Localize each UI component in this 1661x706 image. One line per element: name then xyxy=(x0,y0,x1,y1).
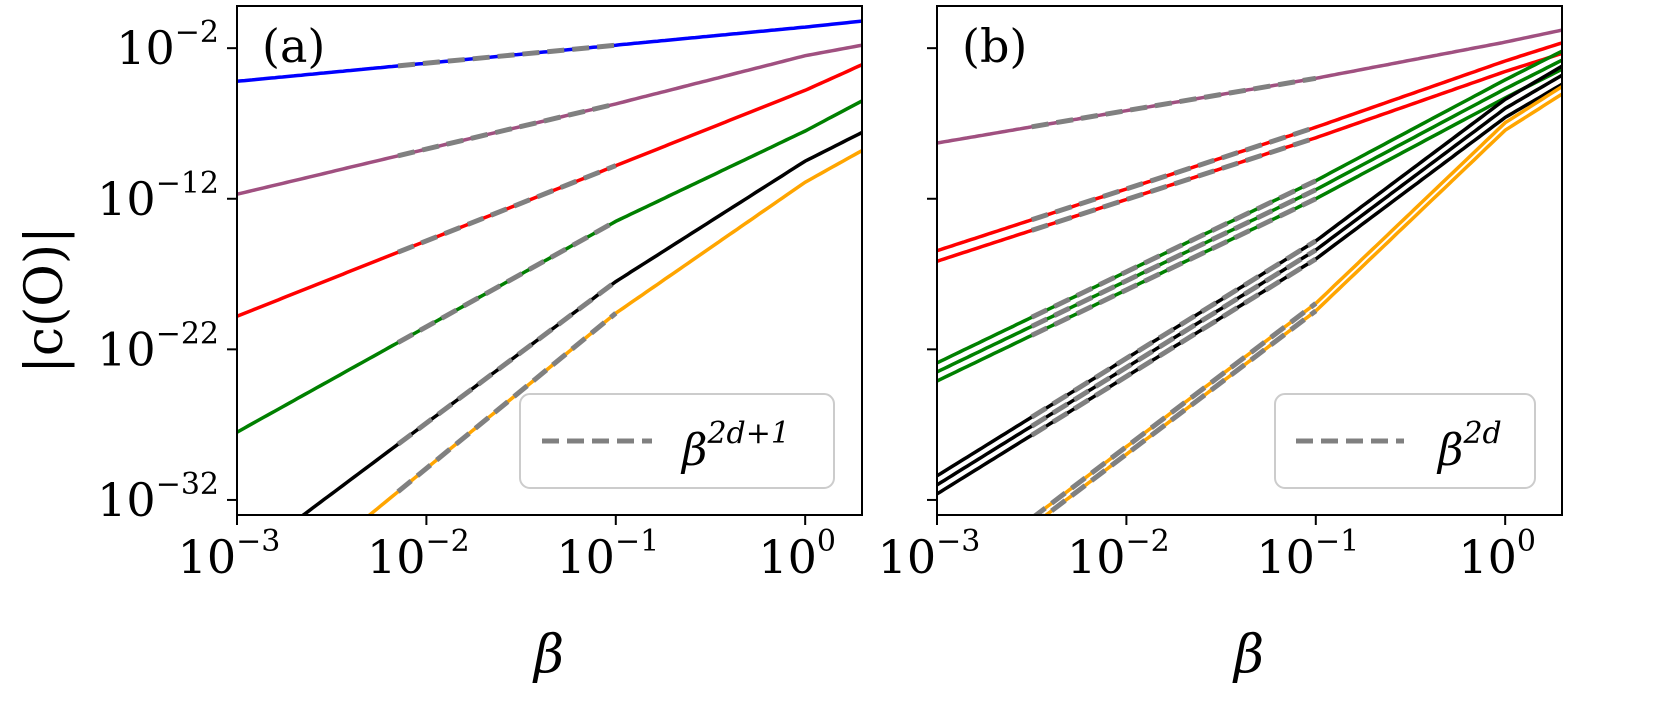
panel-a-series-1-fit xyxy=(397,42,617,69)
panel-b-legend: β2d xyxy=(1274,393,1536,489)
panel-a-series-5-line xyxy=(300,130,862,515)
panel-a-x-tick-label-2: 10−2 xyxy=(367,524,470,584)
panel-b: 10−3 10−2 10−1 100 (b) β2d β xyxy=(878,5,1563,685)
panel-b-series-3-fit-2 xyxy=(1030,187,1317,329)
panel-a-legend-box xyxy=(519,393,835,489)
panel-a-series-4-line xyxy=(237,99,862,434)
panel-b-ticks: 10−3 10−2 10−1 100 xyxy=(878,47,1536,584)
panel-b-series-3-line-1 xyxy=(937,67,1562,383)
panel-a-series-3-fit xyxy=(397,163,617,255)
panel-a-y-tick-label-3: 10−22 xyxy=(97,316,219,376)
panel-b-x-tick-label-1: 10−3 xyxy=(878,524,981,584)
panel-a-label: (a) xyxy=(262,19,325,73)
panel-a-series-4-fit xyxy=(396,219,618,345)
panel-a-x-tick-label-4: 100 xyxy=(758,524,836,584)
panel-a-legend-text: β2d+1 xyxy=(680,416,790,476)
panel-a-legend: β2d+1 xyxy=(519,393,835,489)
panel-a-series-6-fit xyxy=(396,311,618,494)
panel-a-series-5-fit xyxy=(396,279,618,447)
panel-b-x-tick-label-3: 10−1 xyxy=(1256,524,1359,584)
y-axis-label: |c(O)| xyxy=(15,226,75,373)
panel-a-y-tick-label-1: 10−2 xyxy=(116,15,219,75)
panel-a-x-axis-label: β xyxy=(532,625,564,685)
panel-a-series-6-line xyxy=(366,149,862,515)
panel-b-series-3-line-3 xyxy=(937,49,1562,365)
panel-a-series-group xyxy=(237,19,862,515)
panel-a-x-tick-label-1: 10−3 xyxy=(178,524,281,584)
panel-b-series-5-line-1 xyxy=(1043,92,1562,515)
panel-b-series-5-fit-1 xyxy=(1041,308,1318,515)
panel-b-x-tick-label-2: 10−2 xyxy=(1067,524,1170,584)
panel-b-series-1-fit xyxy=(1031,75,1317,130)
panel-b-legend-text: β2d xyxy=(1436,416,1502,476)
panel-b-series-3-fit-3 xyxy=(1030,178,1317,320)
panel-a-y-tick-label-2: 10−12 xyxy=(97,166,219,226)
panel-a: 10−3 10−2 10−1 100 10−2 10−12 10−22 10−32 (a) β… xyxy=(97,5,863,685)
panel-b-x-axis-label: β xyxy=(1232,625,1264,685)
panel-a-y-tick-label-4: 10−32 xyxy=(97,467,219,527)
panel-b-frame xyxy=(936,5,1563,516)
panel-b-series-group xyxy=(937,28,1562,515)
panel-b-series-4-fit-3 xyxy=(1030,238,1318,420)
panel-b-series-5-fit-2 xyxy=(1032,301,1318,515)
panel-b-legend-box xyxy=(1274,393,1536,489)
panel-b-series-4-fit-1 xyxy=(1030,256,1318,438)
panel-a-x-tick-label-3: 10−1 xyxy=(556,524,659,584)
panel-b-series-3-fit-1 xyxy=(1030,196,1317,338)
panel-a-frame xyxy=(236,5,863,516)
panel-a-ticks: 10−3 10−2 10−1 100 10−2 10−12 10−22 10−32 xyxy=(97,15,836,584)
panel-b-label: (b) xyxy=(962,19,1027,73)
panel-a-series-2-fit xyxy=(397,101,617,159)
panel-b-series-4-fit-2 xyxy=(1030,247,1318,429)
panel-b-x-tick-label-4: 100 xyxy=(1458,524,1536,584)
panel-b-series-3-line-2 xyxy=(937,58,1562,374)
